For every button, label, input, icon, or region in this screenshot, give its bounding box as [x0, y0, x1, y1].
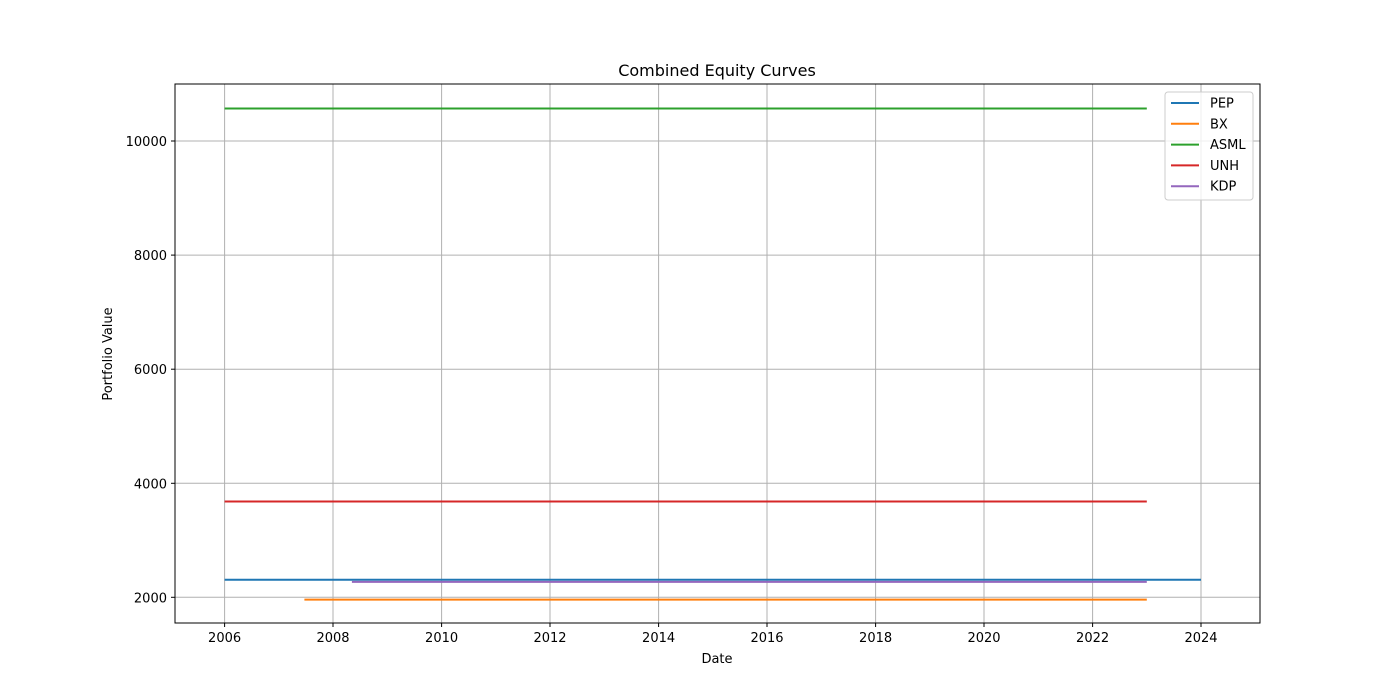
chart-title: Combined Equity Curves	[618, 61, 816, 80]
legend-label-unh: UNH	[1210, 159, 1239, 174]
grid	[175, 84, 1260, 623]
plot-frame	[174, 83, 1261, 624]
y-tick-label: 6000	[134, 363, 167, 378]
x-tick-label: 2008	[316, 631, 349, 646]
x-tick-label: 2020	[967, 631, 1000, 646]
x-axis-label: Date	[701, 652, 732, 667]
legend-items: PEP BX ASML UNH KDP	[1171, 97, 1246, 195]
legend-box	[1164, 91, 1254, 201]
legend-label-kdp: KDP	[1210, 180, 1237, 195]
legend-label-pep: PEP	[1210, 97, 1234, 112]
y-tick-label: 8000	[134, 249, 167, 264]
y-tick-label: 10000	[126, 135, 167, 150]
x-tick-label: 2006	[208, 631, 241, 646]
x-tick-label: 2022	[1076, 631, 1109, 646]
y-axis-ticks: 2000 4000 6000 8000 10000	[126, 135, 175, 606]
x-tick-label: 2024	[1184, 631, 1217, 646]
x-tick-label: 2010	[425, 631, 458, 646]
y-tick-label: 2000	[134, 591, 167, 606]
x-tick-label: 2012	[533, 631, 566, 646]
x-tick-label: 2016	[750, 631, 783, 646]
x-tick-label: 2014	[642, 631, 675, 646]
legend-label-bx: BX	[1210, 117, 1228, 132]
y-tick-label: 4000	[134, 477, 167, 492]
x-tick-label: 2018	[859, 631, 892, 646]
legend: PEP BX ASML UNH KDP	[1164, 91, 1254, 201]
y-axis-label: Portfolio Value	[101, 307, 116, 400]
legend-label-asml: ASML	[1210, 138, 1246, 153]
x-axis-ticks: 2006 2008 2010 2012 2014 2016 2018 2020 2022 2024	[208, 623, 1218, 646]
series-lines	[224, 107, 1201, 601]
